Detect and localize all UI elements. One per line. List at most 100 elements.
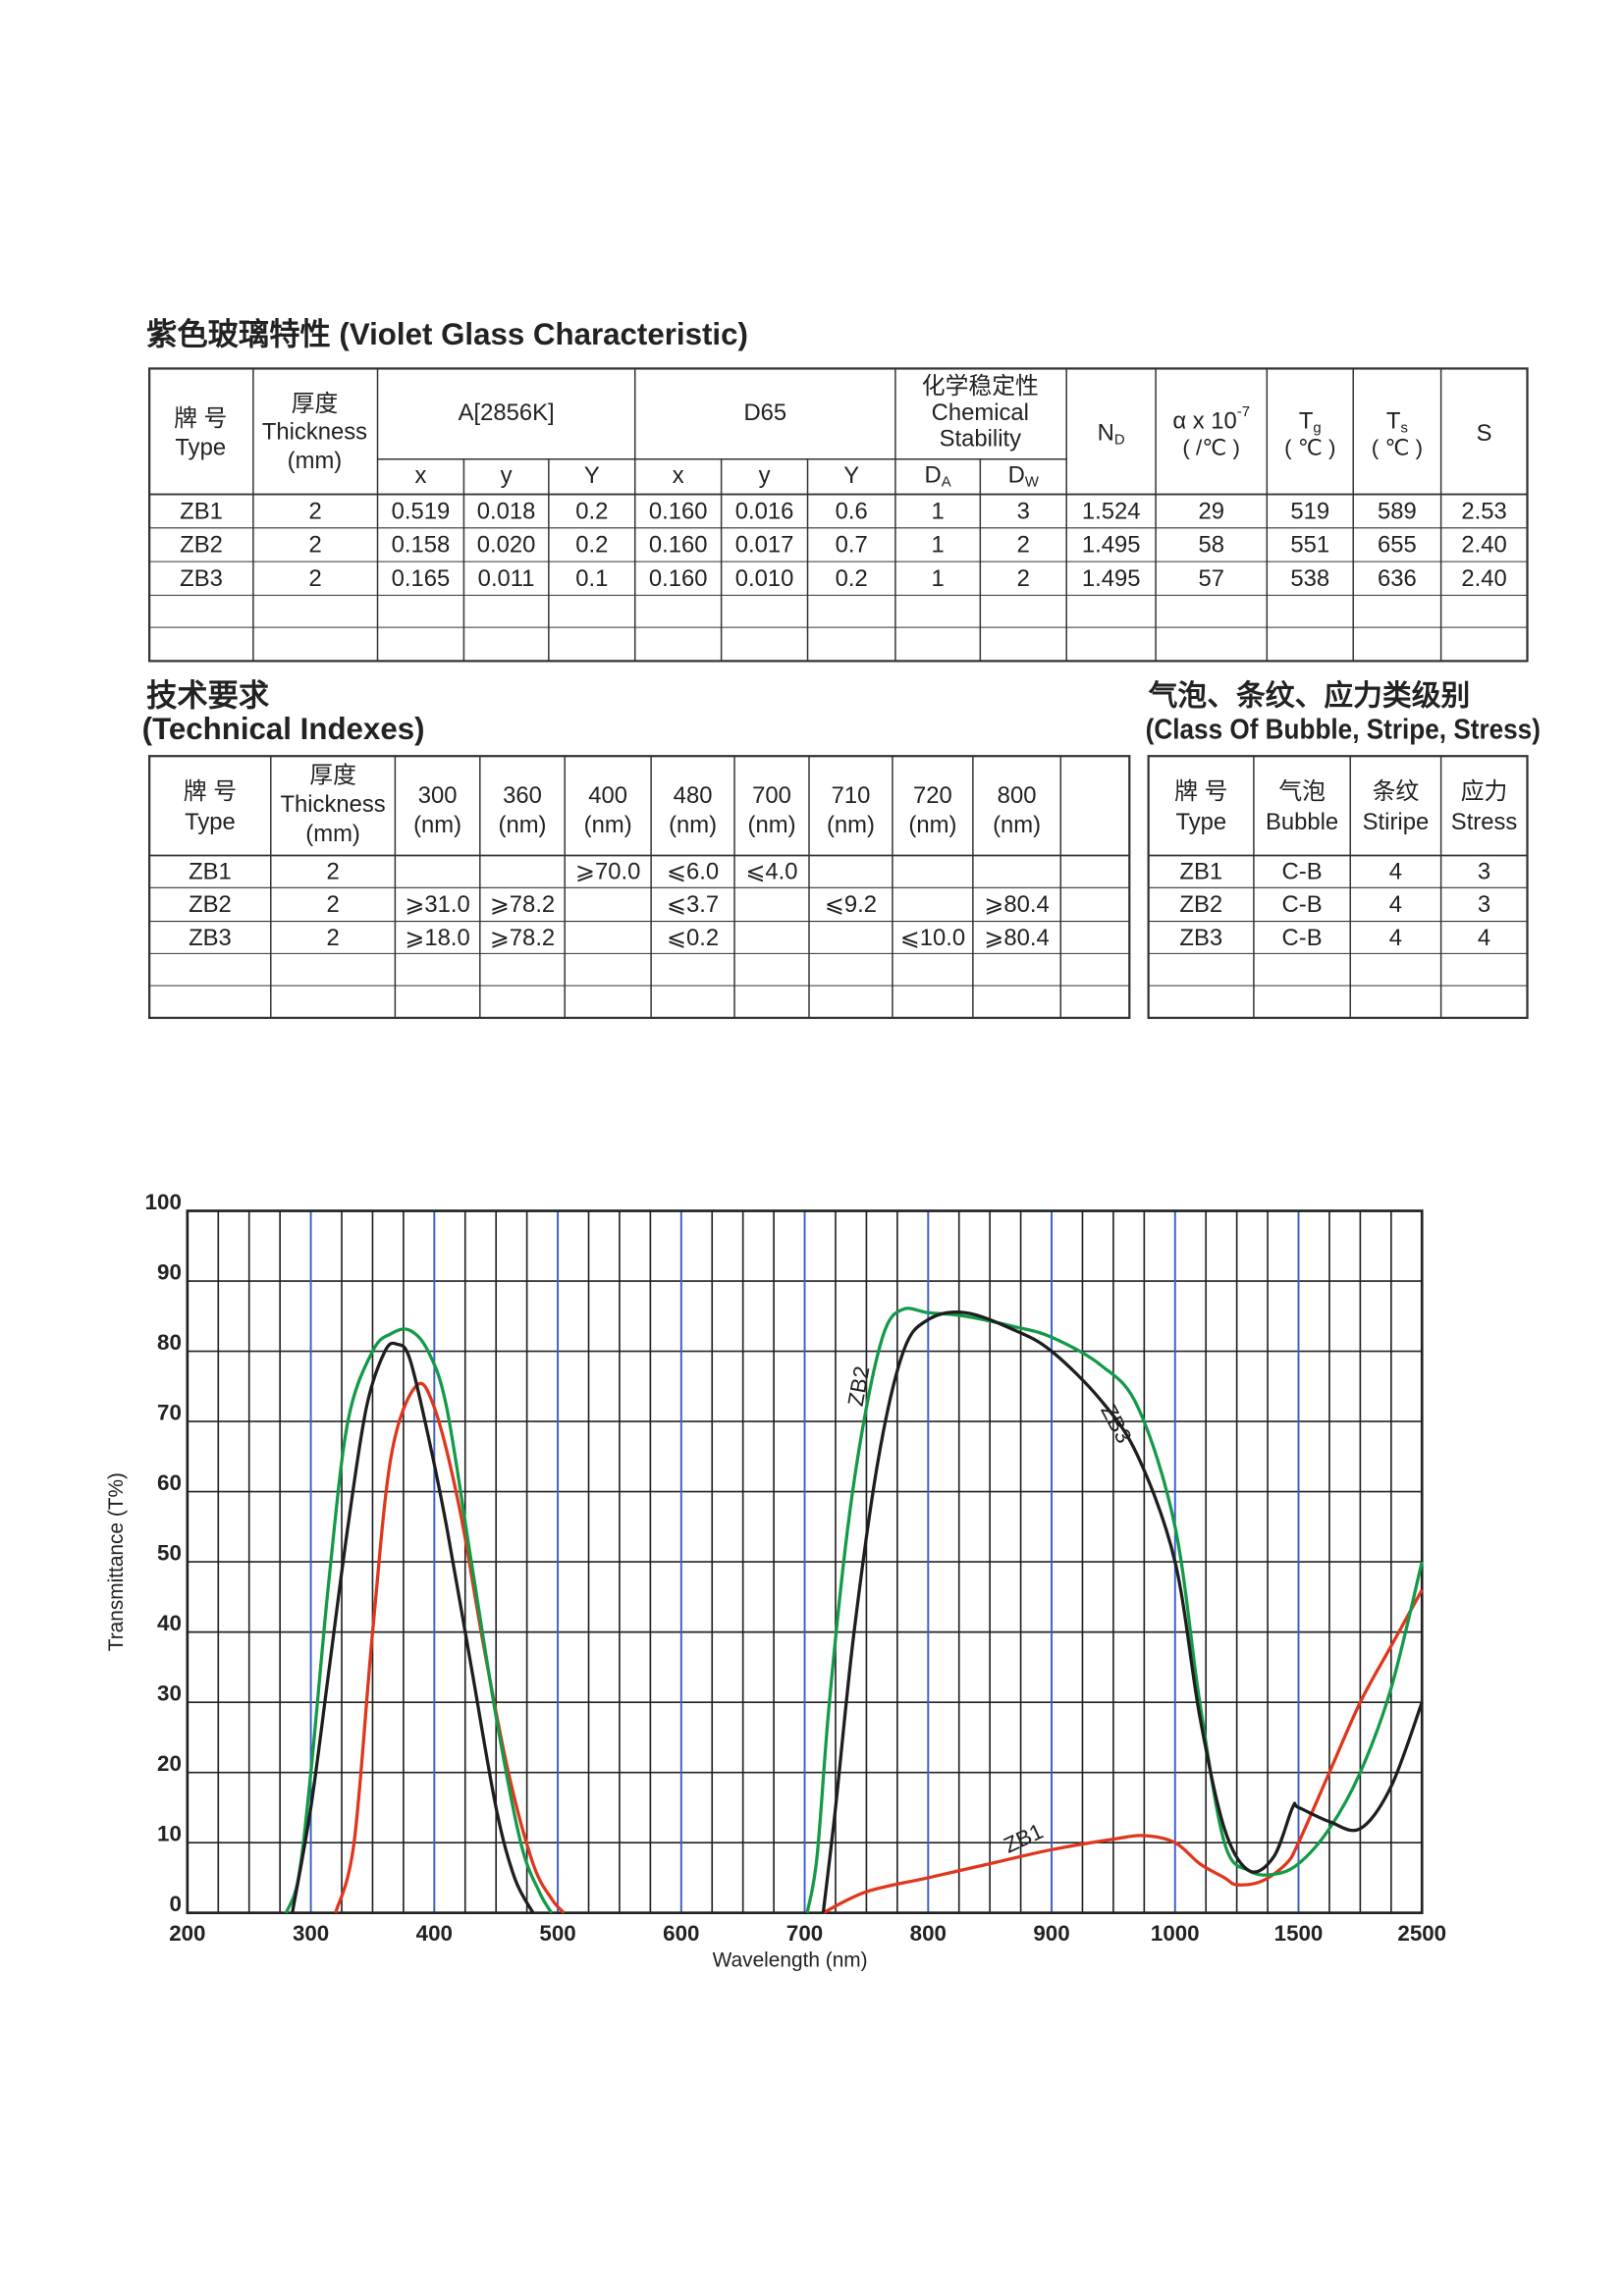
cell-text: C-B xyxy=(1282,925,1323,951)
cell-text: Type xyxy=(1175,809,1226,835)
cell-text: Thickness xyxy=(280,791,385,818)
cell-text: 化学稳定性 xyxy=(922,373,1039,400)
plot-border xyxy=(186,1209,1424,1915)
header-text: Ts xyxy=(1386,408,1408,437)
cell-text: 1.495 xyxy=(1082,565,1141,592)
cell-text: 0.2 xyxy=(575,532,608,559)
header-text: N xyxy=(1098,420,1114,447)
cell-text: 2.40 xyxy=(1461,565,1506,592)
cell-text: 2 xyxy=(326,925,339,951)
cell-text: 0.7 xyxy=(836,532,868,559)
cell-text: Stiripe xyxy=(1363,809,1430,835)
cell-text: 400 xyxy=(588,782,627,809)
cell-text: 4 xyxy=(1478,925,1490,951)
header-text: D xyxy=(925,462,942,489)
y-tick-label: 10 xyxy=(157,1822,182,1846)
header-text: Tg xyxy=(1299,408,1322,437)
cell-text: (nm) xyxy=(748,812,796,838)
cell-text: 0.2 xyxy=(575,498,608,524)
x-tick-label: 900 xyxy=(1033,1921,1069,1946)
cell-text: 2 xyxy=(1017,565,1030,592)
y-tick-label: 20 xyxy=(157,1751,182,1776)
cell-text: A[2856K] xyxy=(459,400,555,426)
y-tick-label: 70 xyxy=(157,1401,182,1425)
header-text: T xyxy=(1386,408,1401,435)
y-tick-label: 0 xyxy=(169,1892,181,1916)
cell-text: y xyxy=(759,462,771,489)
cell-text: 0.011 xyxy=(478,565,535,592)
cell-text: 589 xyxy=(1378,498,1417,524)
cell-text: ⩽0.2 xyxy=(667,925,719,951)
header-text: α x 10-7 xyxy=(1172,404,1250,435)
cell-text: Stress xyxy=(1451,809,1518,835)
cell-text: 0.160 xyxy=(649,532,708,559)
series-label: ZB2 xyxy=(843,1364,875,1409)
cell-text: (nm) xyxy=(669,812,717,838)
cell-text: 655 xyxy=(1378,532,1417,559)
cell-text: 58 xyxy=(1198,532,1224,559)
cell-text: 0.165 xyxy=(392,565,451,592)
cell-text: 2 xyxy=(326,859,339,885)
cell-text: ⩽3.7 xyxy=(667,891,719,918)
header-script: W xyxy=(1025,475,1039,491)
header-script: D xyxy=(1114,432,1125,448)
y-tick-label: 90 xyxy=(157,1260,182,1285)
cell-text: 2 xyxy=(309,565,322,592)
cell-text: Type xyxy=(175,435,226,461)
cell-text: Y xyxy=(843,462,859,489)
table3-title: 气泡、条纹、应力类级别 xyxy=(1149,679,1471,713)
cell-text: 4 xyxy=(1389,925,1402,951)
cell-text: 0.6 xyxy=(836,498,868,524)
cell-text: (nm) xyxy=(413,812,461,838)
cell-text: (mm) xyxy=(288,448,343,474)
cell-text: Y xyxy=(584,462,600,489)
cell-text: 1 xyxy=(931,498,944,524)
cell-text: D65 xyxy=(743,400,786,426)
y-tick-label: 50 xyxy=(157,1541,182,1566)
header-script: A xyxy=(942,475,951,491)
cell-text: 360 xyxy=(503,782,542,809)
cell-text: 1 xyxy=(931,565,944,592)
cell-text: ⩽4.0 xyxy=(745,859,797,885)
header-unit: ( ℃ ) xyxy=(1284,435,1335,459)
cell-text: 538 xyxy=(1290,565,1329,592)
cell-text: 应力 xyxy=(1461,778,1508,805)
cell-text: 800 xyxy=(998,782,1037,809)
table-border xyxy=(147,755,1131,1020)
cell-text: ZB3 xyxy=(180,565,223,592)
cell-text: ⩽6.0 xyxy=(667,859,719,885)
data-line xyxy=(291,1310,1424,1914)
cell-text: 3 xyxy=(1478,891,1490,918)
cell-text: ZB2 xyxy=(1179,891,1222,918)
cell-text: ⩾31.0 xyxy=(405,891,469,918)
x-tick-label: 300 xyxy=(293,1921,329,1946)
cell-text: Chemical xyxy=(932,400,1029,426)
cell-text: x xyxy=(415,462,427,489)
cell-text: ZB3 xyxy=(189,925,232,951)
cell-text: ⩽9.2 xyxy=(825,891,877,918)
header-text: ND xyxy=(1098,420,1125,449)
table-border xyxy=(147,367,1529,663)
cell-text: 0.017 xyxy=(735,532,794,559)
y-tick-label: 100 xyxy=(145,1190,182,1214)
cell-text: 1 xyxy=(931,532,944,559)
cell-text: (nm) xyxy=(584,812,632,838)
cell-text: 牌 号 xyxy=(184,778,237,805)
cell-text: ⩾78.2 xyxy=(490,891,555,918)
header-text: DW xyxy=(1008,462,1039,491)
cell-text: 牌 号 xyxy=(1174,778,1227,805)
cell-text: ⩾70.0 xyxy=(575,859,640,885)
cell-text: (nm) xyxy=(827,812,875,838)
x-axis-label: Wavelength (nm) xyxy=(713,1949,868,1971)
cell-text: 300 xyxy=(418,782,458,809)
data-line xyxy=(284,1307,1424,1914)
cell-text: 551 xyxy=(1290,532,1329,559)
cell-text: (nm) xyxy=(908,812,956,838)
cell-text: 0.010 xyxy=(735,565,794,592)
x-tick-label: 400 xyxy=(416,1921,453,1946)
x-tick-label: 200 xyxy=(169,1921,205,1946)
cell-text: 2 xyxy=(309,498,322,524)
cell-text: ZB2 xyxy=(180,532,223,559)
cell-text: 厚度 xyxy=(292,391,339,417)
